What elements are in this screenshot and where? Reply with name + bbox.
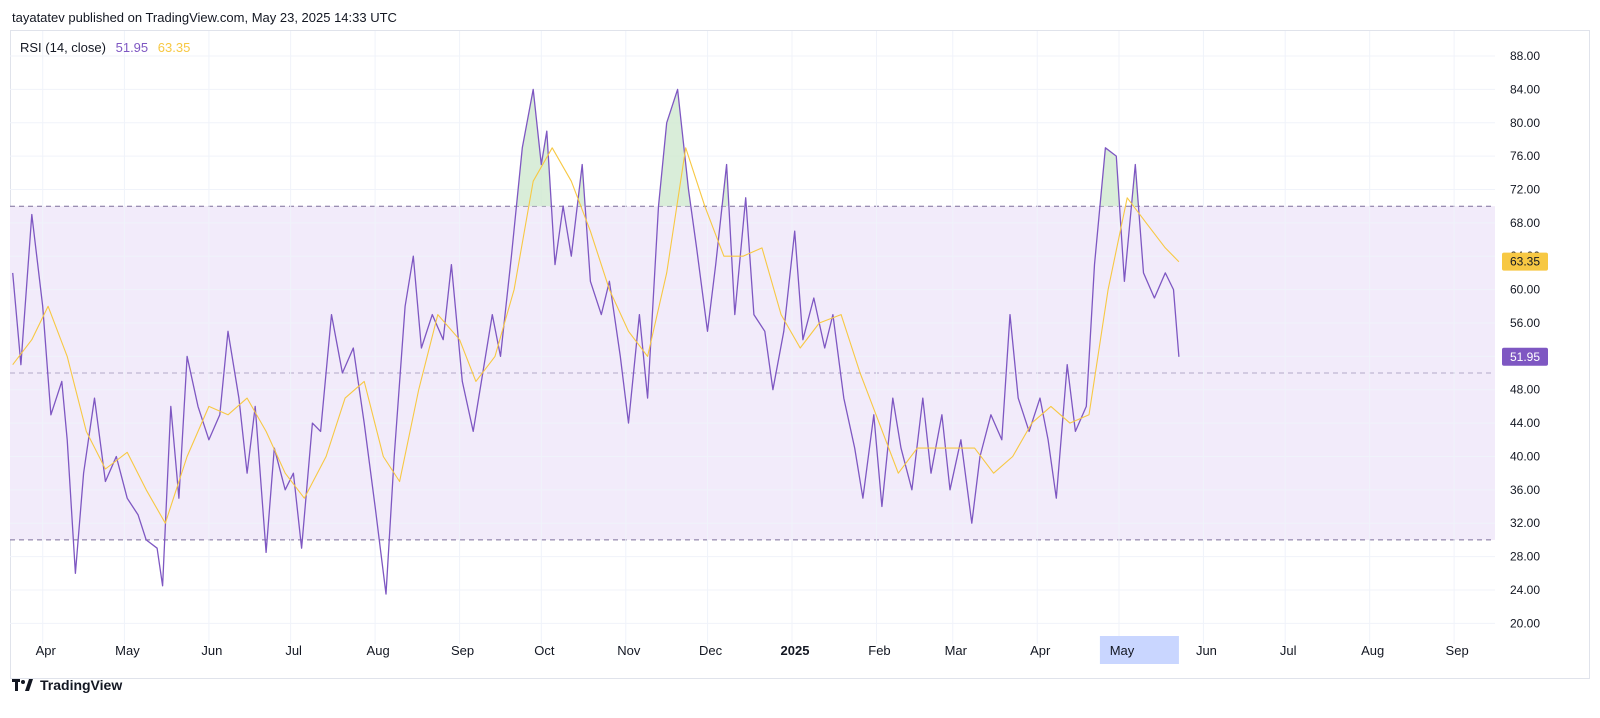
y-tick-label: 44.00: [1510, 416, 1540, 430]
grid-layer: [10, 31, 1495, 644]
overbought-fill: [658, 89, 691, 207]
series-layer: [12, 88, 1180, 595]
y-tick-label: 72.00: [1510, 183, 1540, 197]
x-tick-label: Dec: [699, 643, 723, 658]
x-tick-label: Jun: [1196, 643, 1217, 658]
x-tick-label: Jul: [285, 643, 302, 658]
y-tick-label: 56.00: [1510, 316, 1540, 330]
tradingview-brand[interactable]: TradingView: [12, 677, 122, 693]
y-tick-label: 32.00: [1510, 516, 1540, 530]
y-tick-label: 76.00: [1510, 149, 1540, 163]
value-badges: 51.95 63.35: [1502, 252, 1548, 366]
x-axis: Apr May Jun Jul Aug Sep Oct Nov Dec 2025 Feb Mar Apr…: [36, 636, 1469, 664]
rsi-value-badge-label: 51.95: [1510, 350, 1540, 364]
x-tick-label: Nov: [617, 643, 641, 658]
x-tick-label: Aug: [367, 643, 390, 658]
legend-ma-value: 63.35: [157, 40, 191, 55]
legend-rsi-value: 51.95: [115, 40, 149, 55]
x-tick-label: Oct: [534, 643, 555, 658]
x-tick-label: Feb: [868, 643, 890, 658]
x-tick-label: May: [115, 643, 140, 658]
overbought-fill: [1099, 147, 1120, 207]
x-tick-label: Mar: [945, 643, 968, 658]
x-tick-label: Apr: [1030, 643, 1051, 658]
y-tick-label: 40.00: [1510, 449, 1540, 463]
y-tick-label: 60.00: [1510, 283, 1540, 297]
publisher-info: tayatatev published on TradingView.com, …: [12, 10, 397, 25]
y-tick-label: 48.00: [1510, 383, 1540, 397]
legend-indicator-name: RSI (14, close): [20, 40, 106, 55]
highlight-month-bg: [1099, 636, 1179, 664]
x-tick-label: Apr: [36, 643, 57, 658]
y-tick-label: 68.00: [1510, 216, 1540, 230]
tradingview-brand-text: TradingView: [40, 677, 123, 693]
y-tick-label: 84.00: [1510, 82, 1540, 96]
x-tick-label: Sep: [451, 643, 474, 658]
indicator-legend[interactable]: RSI (14, close) 51.95 63.35: [20, 40, 190, 55]
overbought-fill: [1131, 164, 1139, 207]
y-axis: 88.0084.0080.0076.0072.0068.0064.0060.00…: [1510, 49, 1540, 630]
y-tick-label: 88.00: [1510, 49, 1540, 63]
y-tick-label: 24.00: [1510, 583, 1540, 597]
x-tick-label: Jun: [201, 643, 222, 658]
overbought-fill-layer: [516, 89, 1139, 207]
rsi-line: [12, 88, 1180, 595]
band-layer: [10, 205, 1495, 541]
rsi-ma-line: [12, 147, 1180, 524]
rsi-value-badge: [1502, 347, 1548, 366]
ma-value-badge: [1502, 252, 1548, 271]
tradingview-logo-icon: [12, 678, 34, 692]
x-tick-label: 2025: [781, 643, 810, 658]
x-tick-label: Jul: [1280, 643, 1297, 658]
overbought-fill: [516, 89, 552, 207]
y-tick-label: 20.00: [1510, 616, 1540, 630]
y-tick-label: 36.00: [1510, 483, 1540, 497]
ma-value-badge-label: 63.35: [1510, 255, 1540, 269]
x-tick-label: Sep: [1446, 643, 1469, 658]
x-tick-label: Aug: [1361, 643, 1384, 658]
y-tick-label: 80.00: [1510, 116, 1540, 130]
overbought-fill: [577, 164, 586, 207]
y-tick-label: 28.00: [1510, 550, 1540, 564]
x-tick-label: May: [1110, 643, 1135, 658]
